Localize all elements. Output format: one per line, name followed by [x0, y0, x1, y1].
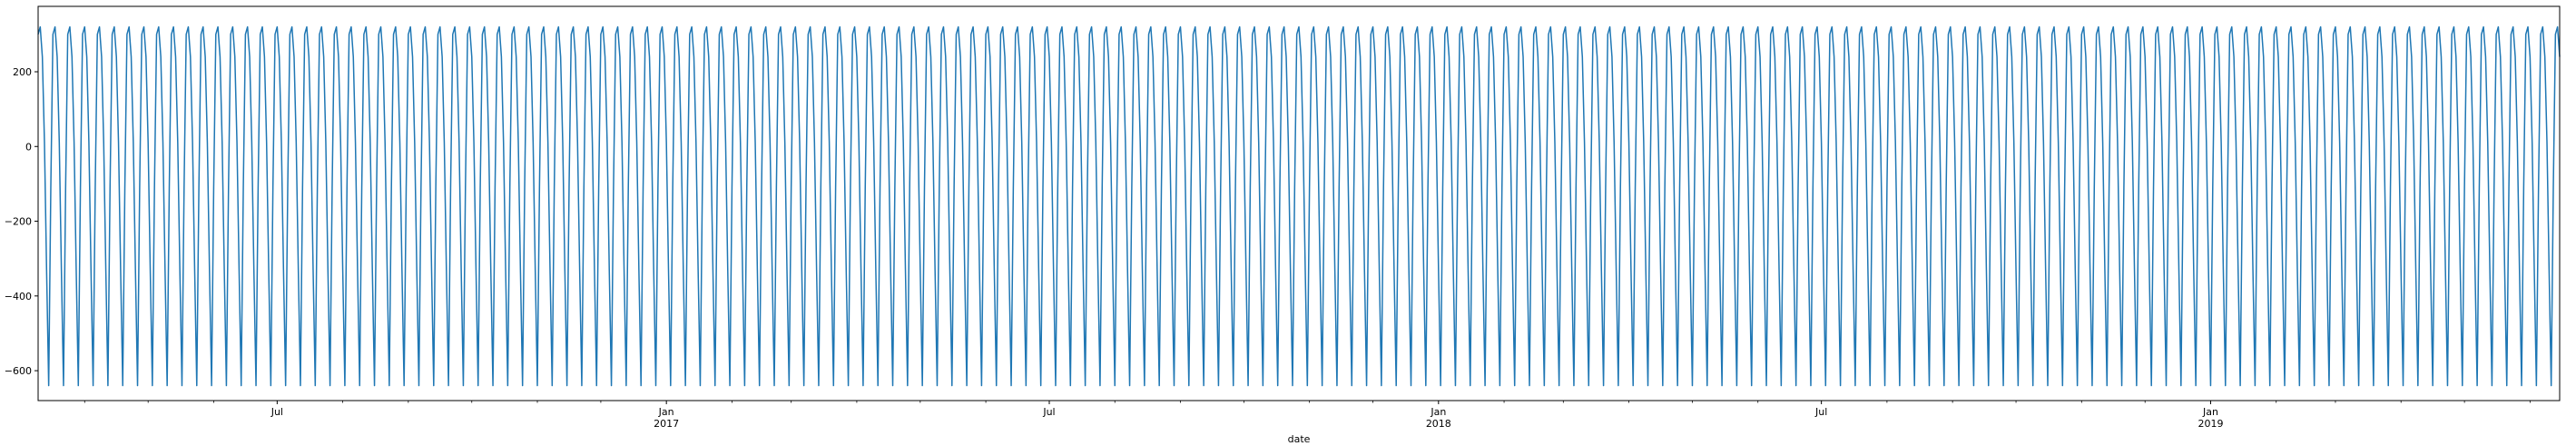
x-tick-label: Jul — [270, 406, 283, 418]
x-tick-label: Jul — [1042, 406, 1055, 418]
y-tick-label: 200 — [13, 66, 32, 78]
x-tick-year-label: 2017 — [654, 418, 679, 430]
x-tick-label: Jul — [1814, 406, 1827, 418]
x-tick-label: Jan — [2202, 406, 2218, 418]
series-line — [37, 25, 2561, 387]
x-tick-year-label: 2018 — [1426, 418, 1451, 430]
plot-frame — [37, 5, 2561, 401]
y-tick-label: −400 — [5, 291, 32, 302]
y-axis: 200 0 −200 −400 −600 — [5, 66, 38, 377]
y-tick-label: −200 — [5, 216, 32, 228]
x-axis-label: date — [1288, 433, 1311, 445]
plot-series — [37, 25, 2561, 387]
x-tick-label: Jan — [658, 406, 674, 418]
x-tick-label: Jan — [1430, 406, 1446, 418]
y-tick-label: −600 — [5, 365, 32, 377]
x-tick-year-label: 2019 — [2197, 418, 2223, 430]
y-tick-label: 0 — [25, 141, 32, 153]
